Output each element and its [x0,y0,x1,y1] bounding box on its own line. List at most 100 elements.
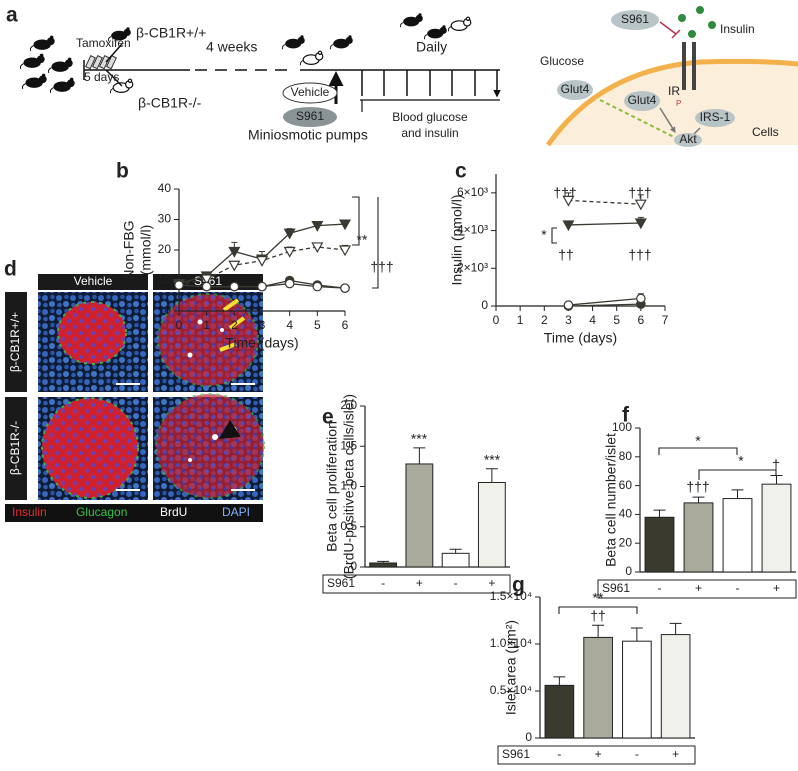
timeline [83,43,500,87]
y-tick-label: 0.5×10⁴ [490,683,532,697]
stain-label: Glucagon [76,505,127,519]
label: β-CB1R-/- [138,95,202,111]
error-bar [592,624,605,638]
y-tick-label: 1.0 [340,479,357,493]
micrographs: d Vehicle S961 β-CB1R+/+ β-CB1R-/- Insul… [4,258,265,522]
row-label: S961 [502,747,530,761]
label: Glucose [540,54,584,68]
bar [405,463,434,568]
series-line [568,222,641,226]
y-tick-label: 2.0 [340,398,357,412]
marker [283,228,296,240]
y-tick-label: 80 [619,449,633,463]
annotation: ** [593,590,604,606]
y-tick-label: 1.5×10⁴ [490,589,532,603]
x-tick-label: 6 [342,318,349,332]
x-tick-label: - [381,576,385,590]
y-tick-label: 0 [625,564,632,578]
x-axis-label: Time (days) [544,330,617,346]
x-tick-label: 2 [541,313,548,327]
drug-pump [283,107,337,127]
y-tick-label: 30 [158,212,172,226]
x-tick-label: - [454,576,458,590]
y-tick-label: 6×10³ [457,185,488,199]
x-tick-label: + [488,576,495,590]
label: Cells [752,125,779,139]
vehicle-pump [282,82,338,104]
condition-row [497,745,696,765]
bar [583,636,613,739]
column-label: Vehicle [74,274,113,288]
y-axis-label: (BrdU-positive beta cells/islet) [341,394,357,579]
marker [562,220,575,232]
annotation: ** [357,232,368,248]
marker [563,300,574,310]
marker [311,242,324,254]
label: P [676,99,681,108]
x-tick-label: 1 [517,313,524,327]
x-tick-label: + [672,747,679,761]
y-axis-label: Islet area (μm²) [503,620,519,715]
bar [622,640,652,739]
panel-letter: f [622,404,630,427]
x-tick-label: 3 [259,318,266,332]
marker [338,219,352,231]
x-tick-label: + [416,576,423,590]
label: Daily [416,39,447,55]
significance-bracket [352,196,360,246]
x-tick-label: - [736,581,740,595]
error-bar [413,447,426,464]
x-tick-label: - [658,581,662,595]
panel-letter: b [116,160,129,183]
label: S961 [621,12,649,26]
error-bar [653,509,666,518]
bar [544,684,575,739]
label: IRS-1 [700,110,731,124]
y-axis-label: Beta cell number/islet [603,433,619,567]
row-label: S961 [602,581,630,595]
x-tick-label: + [595,747,602,761]
x-axis-label: Time (days) [225,335,298,351]
panel-letter: d [4,258,17,281]
images [38,292,265,500]
daily-arrows [361,70,497,96]
label: β-CB1R+/+ [136,25,206,41]
y-tick-label: 60 [619,478,633,492]
marker [228,260,241,272]
label: Vehicle [291,85,330,99]
y-tick-label: 0 [164,303,171,317]
marker [562,195,575,207]
row-label: β-CB1R-/- [8,421,22,475]
row-label: β-CB1R+/+ [8,312,22,372]
x-tick-label: 1 [203,318,210,332]
error-bar [692,496,705,503]
y-axis-label: Non-FBG [121,220,137,279]
annotation: ††† [628,185,651,201]
significance-bracket [658,447,738,455]
panel-letter: a [6,4,18,27]
x-tick-label: 5 [613,313,620,327]
error-bar [669,622,682,635]
label: Insulin [720,22,755,36]
marker [312,281,323,292]
series-line [568,199,641,205]
marker [283,246,296,258]
annotation: *** [411,431,428,447]
bar [660,634,691,739]
annotation: ††† [686,479,709,495]
marker [311,221,324,232]
y-tick-label: 100 [612,420,632,434]
y-tick-label: 40 [158,181,172,195]
annotation: * [541,227,547,243]
annotation: *** [484,452,501,468]
label: Tamoxifen [76,36,131,50]
label: Glut4 [628,93,657,107]
x-tick-label: 4 [286,318,293,332]
bar [644,516,675,573]
annotation: † [772,457,780,473]
error-bar [449,548,462,554]
panel-letter: c [455,160,467,183]
bar [369,562,398,568]
